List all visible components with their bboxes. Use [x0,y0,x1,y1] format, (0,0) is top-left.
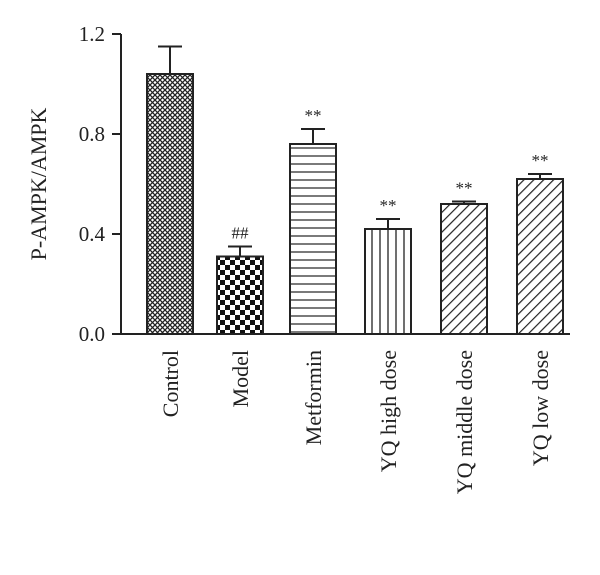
category-labels-layer: Control Model Metformin YQ high dose YQ midd… [158,350,553,494]
significance-label: ** [456,179,473,198]
x-category-label: Metformin [301,350,326,445]
x-category-label: YQ low dose [528,350,553,466]
bar-group: ** [440,179,488,335]
x-category-label: YQ middle dose [452,350,477,494]
bar [216,255,264,335]
significance-label: ** [532,151,549,170]
bar-group: ** [364,196,412,335]
bar-group: ** [289,106,337,335]
bar [440,203,488,335]
y-tick-label: 0.8 [79,122,105,146]
significance-label: ## [232,224,250,243]
y-tick-label: 0.0 [79,322,105,346]
significance-label: ** [380,196,397,215]
bars-layer: ## ** ** ** ** [146,45,564,335]
significance-label: ** [305,106,322,125]
bar-group: ** [516,151,564,335]
y-ticks-layer: 0.0 0.4 0.8 1.2 [79,22,121,346]
y-tick-label: 1.2 [79,22,105,46]
bar-group: ## [216,224,264,335]
x-category-label: YQ high dose [376,350,401,472]
bar [146,73,194,335]
bar [289,143,337,335]
bar-group [146,45,194,335]
bar [516,178,564,335]
x-category-label: Control [158,350,183,417]
y-axis-title: P-AMPK/AMPK [26,107,51,260]
bar [364,228,412,335]
x-category-label: Model [228,350,253,407]
y-tick-label: 0.4 [79,222,106,246]
